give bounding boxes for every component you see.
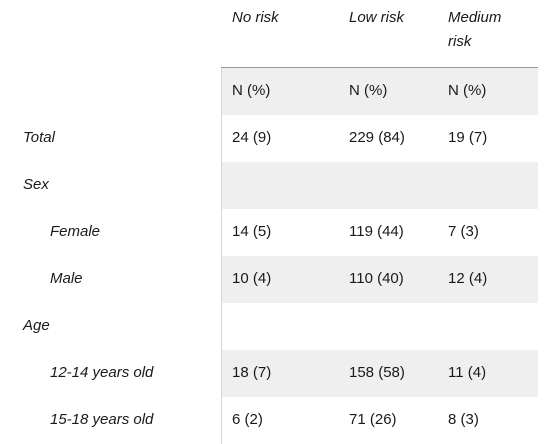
- subheader-low-risk: N (%): [349, 82, 388, 99]
- cell-male-low-risk: 110 (40): [349, 270, 404, 287]
- cell-female-low-risk: 119 (44): [349, 223, 404, 240]
- row-label-age: Age: [23, 317, 50, 334]
- cell-female-no-risk: 14 (5): [232, 223, 272, 240]
- header-rule: [221, 67, 538, 68]
- cell-male-medium-risk: 12 (4): [448, 270, 488, 287]
- row-label-12-14: 12-14 years old: [50, 364, 154, 381]
- row-band-sex: [222, 162, 538, 209]
- header-medium-risk-line1: Medium: [448, 9, 502, 26]
- cell-15-18-no-risk: 6 (2): [232, 411, 263, 428]
- cell-male-no-risk: 10 (4): [232, 270, 272, 287]
- cell-total-medium-risk: 19 (7): [448, 129, 488, 146]
- row-band-12-14: [222, 350, 538, 397]
- column-divider: [221, 67, 222, 444]
- row-band-subheader: [222, 68, 538, 115]
- cell-12-14-no-risk: 18 (7): [232, 364, 272, 381]
- header-no-risk: No risk: [232, 9, 279, 26]
- cell-total-low-risk: 229 (84): [349, 129, 405, 146]
- cell-total-no-risk: 24 (9): [232, 129, 272, 146]
- row-label-15-18: 15-18 years old: [50, 411, 154, 428]
- row-label-male: Male: [50, 270, 83, 287]
- row-label-female: Female: [50, 223, 101, 240]
- header-medium-risk-line2: risk: [448, 33, 472, 50]
- cell-12-14-low-risk: 158 (58): [349, 364, 405, 381]
- cell-female-medium-risk: 7 (3): [448, 223, 479, 240]
- header-low-risk: Low risk: [349, 9, 405, 26]
- cell-15-18-low-risk: 71 (26): [349, 411, 397, 428]
- subheader-medium-risk: N (%): [448, 82, 487, 99]
- row-label-total: Total: [23, 129, 55, 146]
- cell-15-18-medium-risk: 8 (3): [448, 411, 479, 428]
- subheader-no-risk: N (%): [232, 82, 271, 99]
- row-band-male: [222, 256, 538, 303]
- cell-12-14-medium-risk: 11 (4): [448, 364, 487, 381]
- row-label-sex: Sex: [23, 176, 49, 193]
